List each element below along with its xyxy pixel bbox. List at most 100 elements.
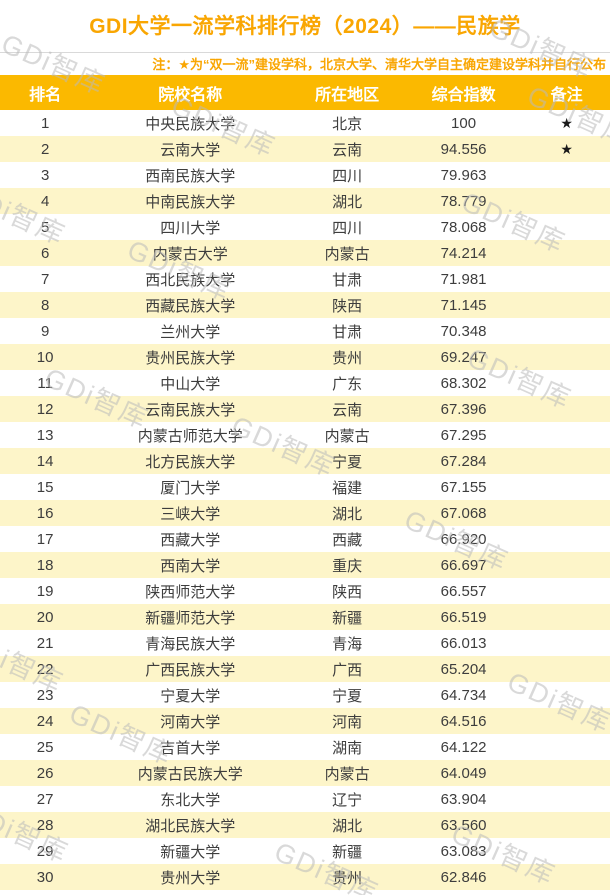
region-cell: 福建 xyxy=(332,479,363,497)
table-row: 20 新疆师范大学 新疆 66.519 xyxy=(0,604,610,630)
table-row: 29 新疆大学 新疆 63.083 xyxy=(0,838,610,864)
region-cell: 四川 xyxy=(332,219,363,237)
table-row: 5 四川大学 四川 78.068 xyxy=(0,214,610,240)
rank-cell: 24 xyxy=(36,712,54,730)
index-cell: 66.557 xyxy=(440,582,487,600)
rank-cell: 23 xyxy=(36,686,54,704)
name-cell: 中山大学 xyxy=(160,375,221,393)
region-cell: 宁夏 xyxy=(332,687,363,705)
table-row: 17 西藏大学 西藏 66.920 xyxy=(0,526,610,552)
name-cell: 陕西师范大学 xyxy=(145,583,236,601)
name-cell: 兰州大学 xyxy=(160,323,221,341)
index-cell: 64.049 xyxy=(440,764,487,782)
index-cell: 71.981 xyxy=(440,270,487,288)
rank-cell: 17 xyxy=(36,530,54,548)
name-cell: 西南民族大学 xyxy=(145,167,236,185)
index-cell: 71.145 xyxy=(440,296,487,314)
rank-cell: 4 xyxy=(40,192,50,210)
table-row: 12 云南民族大学 云南 67.396 xyxy=(0,396,610,422)
name-cell: 西北民族大学 xyxy=(145,271,236,289)
table-row: 9 兰州大学 甘肃 70.348 xyxy=(0,318,610,344)
name-cell: 吉首大学 xyxy=(160,739,221,757)
column-header-rank: 排名 xyxy=(29,86,62,104)
title-divider xyxy=(0,52,610,53)
table-row: 13 内蒙古师范大学 内蒙古 67.295 xyxy=(0,422,610,448)
name-cell: 新疆大学 xyxy=(160,843,221,861)
rank-cell: 22 xyxy=(36,660,54,678)
region-cell: 四川 xyxy=(332,167,363,185)
region-cell: 甘肃 xyxy=(332,271,363,289)
name-cell: 贵州大学 xyxy=(160,869,221,887)
rank-cell: 2 xyxy=(40,140,50,158)
rank-cell: 26 xyxy=(36,764,54,782)
region-cell: 河南 xyxy=(332,713,363,731)
region-cell: 湖南 xyxy=(332,739,363,757)
rank-cell: 11 xyxy=(37,374,53,392)
name-cell: 云南民族大学 xyxy=(145,401,236,419)
name-cell: 三峡大学 xyxy=(160,505,221,523)
table-row: 27 东北大学 辽宁 63.904 xyxy=(0,786,610,812)
region-cell: 广东 xyxy=(332,375,363,393)
star-cell: ★ xyxy=(560,140,573,157)
table-row: 25 吉首大学 湖南 64.122 xyxy=(0,734,610,760)
table-row: 19 陕西师范大学 陕西 66.557 xyxy=(0,578,610,604)
rank-cell: 16 xyxy=(36,504,54,522)
rank-cell: 5 xyxy=(40,218,50,236)
rank-cell: 1 xyxy=(40,114,50,132)
index-cell: 67.284 xyxy=(440,452,487,470)
table-row: 3 西南民族大学 四川 79.963 xyxy=(0,162,610,188)
name-cell: 青海民族大学 xyxy=(145,635,236,653)
index-cell: 67.295 xyxy=(440,426,487,444)
rank-cell: 6 xyxy=(40,244,50,262)
index-cell: 79.963 xyxy=(440,166,487,184)
table-row: 16 三峡大学 湖北 67.068 xyxy=(0,500,610,526)
rank-cell: 8 xyxy=(40,296,50,314)
name-cell: 贵州民族大学 xyxy=(145,349,236,367)
region-cell: 云南 xyxy=(332,141,363,159)
table-row: 1 中央民族大学 北京 100 ★ xyxy=(0,110,610,136)
rank-cell: 7 xyxy=(40,270,50,288)
rank-cell: 20 xyxy=(36,608,54,626)
name-cell: 中央民族大学 xyxy=(145,115,236,133)
name-cell: 河南大学 xyxy=(160,713,221,731)
index-cell: 63.904 xyxy=(440,790,487,808)
table-header-row: 排名 院校名称 所在地区 综合指数 备注 xyxy=(0,75,610,110)
column-header-note: 备注 xyxy=(550,86,583,104)
table-row: 21 青海民族大学 青海 66.013 xyxy=(0,630,610,656)
rank-cell: 3 xyxy=(40,166,50,184)
index-cell: 63.560 xyxy=(440,816,487,834)
name-cell: 广西民族大学 xyxy=(145,661,236,679)
rank-cell: 27 xyxy=(36,790,54,808)
footnote-text: 注：★为“双一流”建设学科，北京大学、清华大学自主确定建设学科并自行公布 xyxy=(152,57,606,72)
name-cell: 宁夏大学 xyxy=(160,687,221,705)
index-cell: 78.068 xyxy=(440,218,487,236)
index-cell: 64.516 xyxy=(440,712,487,730)
rank-cell: 25 xyxy=(36,738,54,756)
index-cell: 74.214 xyxy=(440,244,487,262)
region-cell: 陕西 xyxy=(332,583,363,601)
ranking-table: 排名 院校名称 所在地区 综合指数 备注 1 中央民族大学 北京 100 ★ 2… xyxy=(0,75,610,890)
index-cell: 100 xyxy=(451,114,477,132)
name-cell: 新疆师范大学 xyxy=(145,609,236,627)
region-cell: 内蒙古 xyxy=(324,765,370,783)
index-cell: 70.348 xyxy=(440,322,487,340)
table-row: 22 广西民族大学 广西 65.204 xyxy=(0,656,610,682)
index-cell: 64.122 xyxy=(440,738,487,756)
index-cell: 66.697 xyxy=(440,556,487,574)
table-row: 7 西北民族大学 甘肃 71.981 xyxy=(0,266,610,292)
region-cell: 湖北 xyxy=(332,193,363,211)
table-row: 4 中南民族大学 湖北 78.779 xyxy=(0,188,610,214)
rank-cell: 28 xyxy=(36,816,54,834)
name-cell: 中南民族大学 xyxy=(145,193,236,211)
name-cell: 东北大学 xyxy=(160,791,221,809)
region-cell: 广西 xyxy=(332,661,363,679)
rank-cell: 19 xyxy=(36,582,54,600)
name-cell: 内蒙古大学 xyxy=(152,245,228,263)
star-cell: ★ xyxy=(560,114,573,131)
rank-cell: 10 xyxy=(36,348,54,366)
region-cell: 内蒙古 xyxy=(324,427,370,445)
index-cell: 63.083 xyxy=(440,842,487,860)
table-row: 15 厦门大学 福建 67.155 xyxy=(0,474,610,500)
region-cell: 西藏 xyxy=(332,531,363,549)
